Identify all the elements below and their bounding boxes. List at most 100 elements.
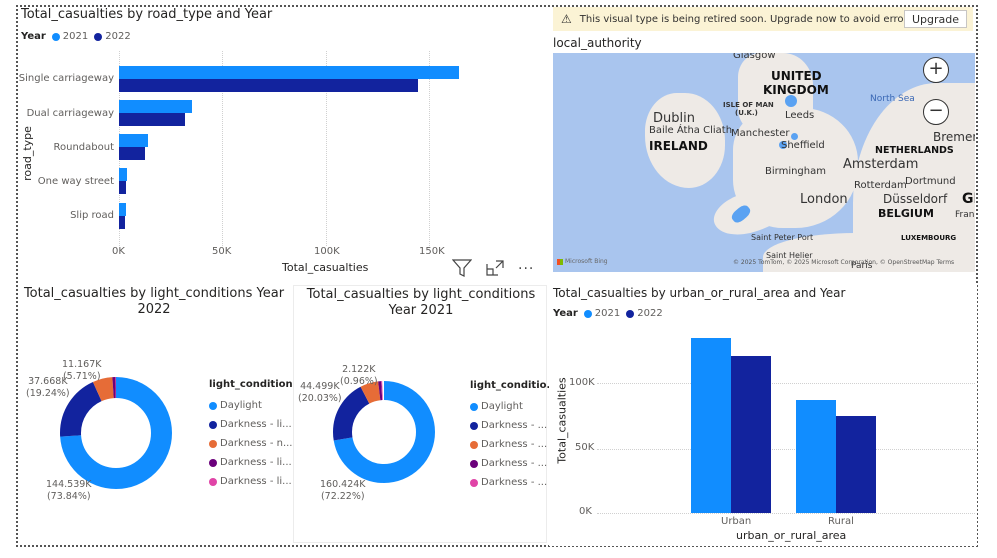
legend-item[interactable]: Daylight xyxy=(470,397,558,416)
legend-dot-2021 xyxy=(51,32,60,41)
light-conditions-2021-donut[interactable]: Total_casualties by light_conditions Yea… xyxy=(293,285,558,543)
bar-dual-2021[interactable] xyxy=(119,100,192,113)
map-label: Baile Átha Cliath xyxy=(649,125,733,136)
legend-dot-2021 xyxy=(583,309,592,318)
legend-dot xyxy=(209,401,217,410)
light-conditions-2022-donut[interactable]: Total_casualties by light_conditions Yea… xyxy=(18,283,299,545)
donut-chart[interactable] xyxy=(333,381,435,483)
map-label: Saint Helier xyxy=(766,251,813,260)
chart-title-line1: Total_casualties by light_conditions xyxy=(306,287,536,302)
legend-item-2022[interactable]: 2022 xyxy=(637,308,663,319)
zoom-out-button[interactable]: − xyxy=(923,99,949,125)
legend-item[interactable]: Darkness - ... xyxy=(470,416,558,435)
bing-logo-icon xyxy=(557,258,563,265)
legend-label: Darkness - li... xyxy=(220,457,292,468)
map-label: Leeds xyxy=(785,110,815,121)
label-percent: (19.24%) xyxy=(26,388,70,399)
col-urban-2021[interactable] xyxy=(691,338,731,513)
more-options-icon[interactable]: ... xyxy=(518,257,535,273)
bar-dual-2022[interactable] xyxy=(119,113,185,126)
bar-slip-2021[interactable] xyxy=(119,203,126,216)
category-label: Slip road xyxy=(70,210,114,221)
map-data-point[interactable] xyxy=(791,133,798,140)
bar-roundabout-2021[interactable] xyxy=(119,134,148,147)
map-label: Amsterdam xyxy=(843,157,919,172)
map-label: IRELAND xyxy=(649,139,708,153)
legend-item[interactable]: Darkness - ... xyxy=(470,473,558,492)
map-data-point[interactable] xyxy=(785,95,797,107)
col-urban-2022[interactable] xyxy=(731,356,771,513)
data-label-daylight: 160.424K (72.22%) xyxy=(320,479,366,503)
label-percent: (5.71%) xyxy=(62,371,101,382)
chart-title-line2: Year 2021 xyxy=(388,303,454,318)
road-type-bar-chart[interactable]: Total_casualties by road_type and Year Y… xyxy=(18,7,548,279)
chart-title: Total_casualties by urban_or_rural_area … xyxy=(553,286,846,300)
map-label: Bremen xyxy=(933,130,975,144)
legend-item[interactable]: Daylight xyxy=(209,396,299,415)
legend-item[interactable]: Darkness - ... xyxy=(470,435,558,454)
zoom-in-button[interactable]: + xyxy=(923,57,949,83)
legend-item-2022[interactable]: 2022 xyxy=(105,31,131,42)
data-label-small-slice: 2.122K (0.96%) xyxy=(340,364,378,388)
bar-slip-2022[interactable] xyxy=(119,216,125,229)
bing-logo: Microsoft Bing xyxy=(557,258,608,265)
map-attribution[interactable]: © 2025 TomTom, © 2025 Microsoft Corporat… xyxy=(733,259,955,266)
data-label-dark-lit: 37.668K (19.24%) xyxy=(26,376,70,400)
legend-dot xyxy=(209,439,217,448)
legend-item-2021[interactable]: 2021 xyxy=(594,308,621,319)
legend-item[interactable]: Darkness - li... xyxy=(209,453,299,472)
bar-oneway-2021[interactable] xyxy=(119,168,127,181)
legend-item[interactable]: Darkness - li... xyxy=(209,415,299,434)
map-label: Paris xyxy=(851,261,873,271)
urban-rural-column-chart[interactable]: Total_casualties by urban_or_rural_area … xyxy=(549,284,977,546)
legend-dot xyxy=(470,459,478,468)
chart-title: Total_casualties by light_conditions Yea… xyxy=(294,287,548,319)
legend-label: Daylight xyxy=(220,400,262,411)
map-label: Düsseldorf xyxy=(883,192,948,206)
bar-single-2022[interactable] xyxy=(119,79,418,92)
data-label-dark-lit: 44.499K (20.03%) xyxy=(298,381,342,405)
donut-chart[interactable] xyxy=(60,377,172,489)
chart-title: Total_casualties by light_conditions Yea… xyxy=(18,286,290,318)
legend-dot xyxy=(470,478,478,487)
filter-icon[interactable] xyxy=(452,259,472,277)
map-label: ISLE OF MAN xyxy=(723,101,774,109)
gridline xyxy=(597,513,975,514)
legend-item[interactable]: Darkness - li... xyxy=(209,472,299,491)
legend-title: Year xyxy=(553,308,578,319)
upgrade-button[interactable]: Upgrade xyxy=(903,10,967,28)
bar-single-2021[interactable] xyxy=(119,66,459,79)
map-label: UNITED xyxy=(771,69,822,83)
legend-title: Year xyxy=(21,31,46,42)
warning-text: This visual type is being retired soon. … xyxy=(579,13,917,25)
y-tick: 0K xyxy=(579,506,592,517)
legend-item-2021[interactable]: 2021 xyxy=(62,31,89,42)
legend-label: Darkness - ... xyxy=(481,439,548,450)
chart-title-line1: Total_casualties by light_conditions Yea… xyxy=(23,286,285,301)
category-label: Roundabout xyxy=(53,142,115,153)
gridline xyxy=(222,51,223,246)
col-rural-2021[interactable] xyxy=(796,400,836,513)
legend-item[interactable]: Darkness - n... xyxy=(209,434,299,453)
legend-item[interactable]: Darkness - ... xyxy=(470,454,558,473)
y-axis-title: road_type xyxy=(20,126,34,181)
gridline xyxy=(326,51,327,246)
x-tick: 150K xyxy=(419,246,445,257)
map-label: LUXEMBOURG xyxy=(901,234,957,242)
map-label: Glasgow xyxy=(733,53,776,61)
map-label: Dortmund xyxy=(905,176,956,187)
local-authority-map[interactable]: Glasgow UNITED KINGDOM ISLE OF MAN (U.K.… xyxy=(553,53,975,272)
x-axis-title: Total_casualties xyxy=(282,261,369,274)
map-label: Saint Peter Port xyxy=(751,233,814,242)
col-rural-2022[interactable] xyxy=(836,416,876,513)
x-tick: 0K xyxy=(112,246,125,257)
land-ireland xyxy=(645,93,725,188)
label-value: 144.539K xyxy=(46,479,92,490)
bar-oneway-2022[interactable] xyxy=(119,181,126,194)
legend-label: Darkness - ... xyxy=(481,477,548,488)
bar-roundabout-2022[interactable] xyxy=(119,147,145,160)
x-tick: 100K xyxy=(314,246,340,257)
focus-mode-icon[interactable] xyxy=(486,260,504,276)
map-data-point[interactable] xyxy=(779,141,787,149)
chart-title-line2: 2022 xyxy=(137,302,171,317)
